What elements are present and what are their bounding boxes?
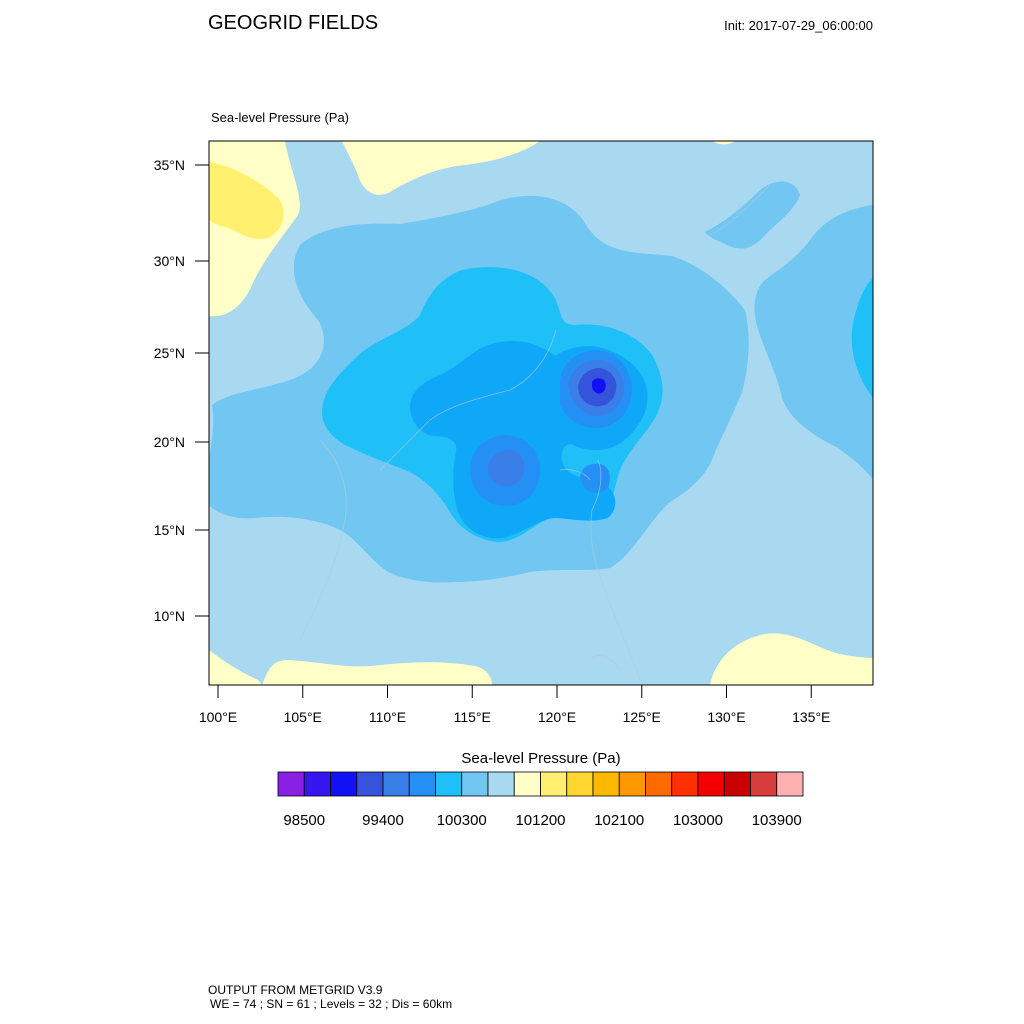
latitude-axis: 35°N 30°N 25°N 20°N 15°N 10°N <box>154 157 209 624</box>
contour-level-3-west-low <box>488 450 525 487</box>
lon-tick-label: 125°E <box>623 709 661 725</box>
colorbar-swatch <box>618 771 646 797</box>
lon-tick-label: 130°E <box>707 709 745 725</box>
init-time-label: Init: 2017-07-29_06:00:00 <box>724 18 873 33</box>
colorbar-swatch <box>408 771 436 797</box>
lon-tick-label: 135°E <box>792 709 830 725</box>
lat-tick-label: 20°N <box>154 434 185 450</box>
lat-tick-label: 35°N <box>154 157 185 173</box>
contour-high-south <box>262 660 492 685</box>
colorbar-swatch <box>723 771 751 797</box>
lon-tick-label: 100°E <box>199 709 237 725</box>
contour-high-north <box>342 141 540 195</box>
colorbar-swatch <box>592 771 620 797</box>
colorbar-swatch <box>435 771 463 797</box>
lat-tick-label: 10°N <box>154 608 185 624</box>
contour-high-southeast <box>710 633 873 685</box>
lon-tick-label: 115°E <box>454 709 491 725</box>
colorbar-swatch <box>776 771 804 797</box>
contour-level-4-small <box>580 463 610 493</box>
lat-tick-label: 15°N <box>154 522 185 538</box>
contour-high-core-northwest <box>209 162 284 239</box>
colorbar-swatch <box>303 771 331 797</box>
map-frame <box>208 140 874 686</box>
colorbar-label: 99400 <box>362 812 404 829</box>
lon-tick-label: 110°E <box>369 709 406 725</box>
colorbar-swatch <box>566 771 594 797</box>
colorbar-labels: 98500 99400 100300 101200 102100 103000 103900 <box>283 812 801 829</box>
colorbar-label: 102100 <box>594 812 644 829</box>
colorbar-swatch <box>487 771 515 797</box>
colorbar-label: 101200 <box>515 812 565 829</box>
footer-line-1: OUTPUT FROM METGRID V3.9 <box>208 983 383 997</box>
field-title: Sea-level Pressure (Pa) <box>211 110 349 125</box>
colorbar-label: 103000 <box>673 812 723 829</box>
colorbar-swatch <box>277 771 305 797</box>
colorbar-swatch <box>540 771 568 797</box>
contour-level-7-northeast <box>705 181 800 249</box>
lon-tick-label: 120°E <box>538 709 576 725</box>
colorbar-swatch <box>697 771 725 797</box>
contour-high-southwest <box>209 650 262 685</box>
coastlines <box>299 184 771 681</box>
colorbar-swatch <box>461 771 489 797</box>
colorbar-title: Sea-level Pressure (Pa) <box>461 750 621 767</box>
colorbar-label: 103900 <box>752 812 802 829</box>
colorbar-swatch <box>330 771 358 797</box>
contour-high-northeast <box>712 141 735 145</box>
lat-tick-label: 30°N <box>154 253 185 269</box>
colorbar-swatch <box>382 771 410 797</box>
colorbar-swatch <box>671 771 699 797</box>
lon-tick-label: 105°E <box>284 709 322 725</box>
main-title: GEOGRID FIELDS <box>208 12 379 34</box>
pressure-field <box>209 141 873 685</box>
longitude-axis: 100°E 105°E 110°E 115°E 120°E 125°E 130°E 135°E <box>199 685 830 725</box>
contour-level-6-east <box>851 278 873 398</box>
lat-tick-label: 25°N <box>154 345 185 361</box>
colorbar-label: 98500 <box>283 812 325 829</box>
colorbar-swatch <box>645 771 673 797</box>
colorbar-swatch <box>750 771 778 797</box>
colorbar-swatch <box>513 771 541 797</box>
contour-level-7-east <box>754 205 873 480</box>
contour-level-1-center <box>592 378 606 394</box>
colorbar-label: 100300 <box>437 812 487 829</box>
colorbar <box>277 771 804 797</box>
footer-line-2: WE = 74 ; SN = 61 ; Levels = 32 ; Dis = … <box>210 997 453 1011</box>
colorbar-swatch <box>356 771 384 797</box>
